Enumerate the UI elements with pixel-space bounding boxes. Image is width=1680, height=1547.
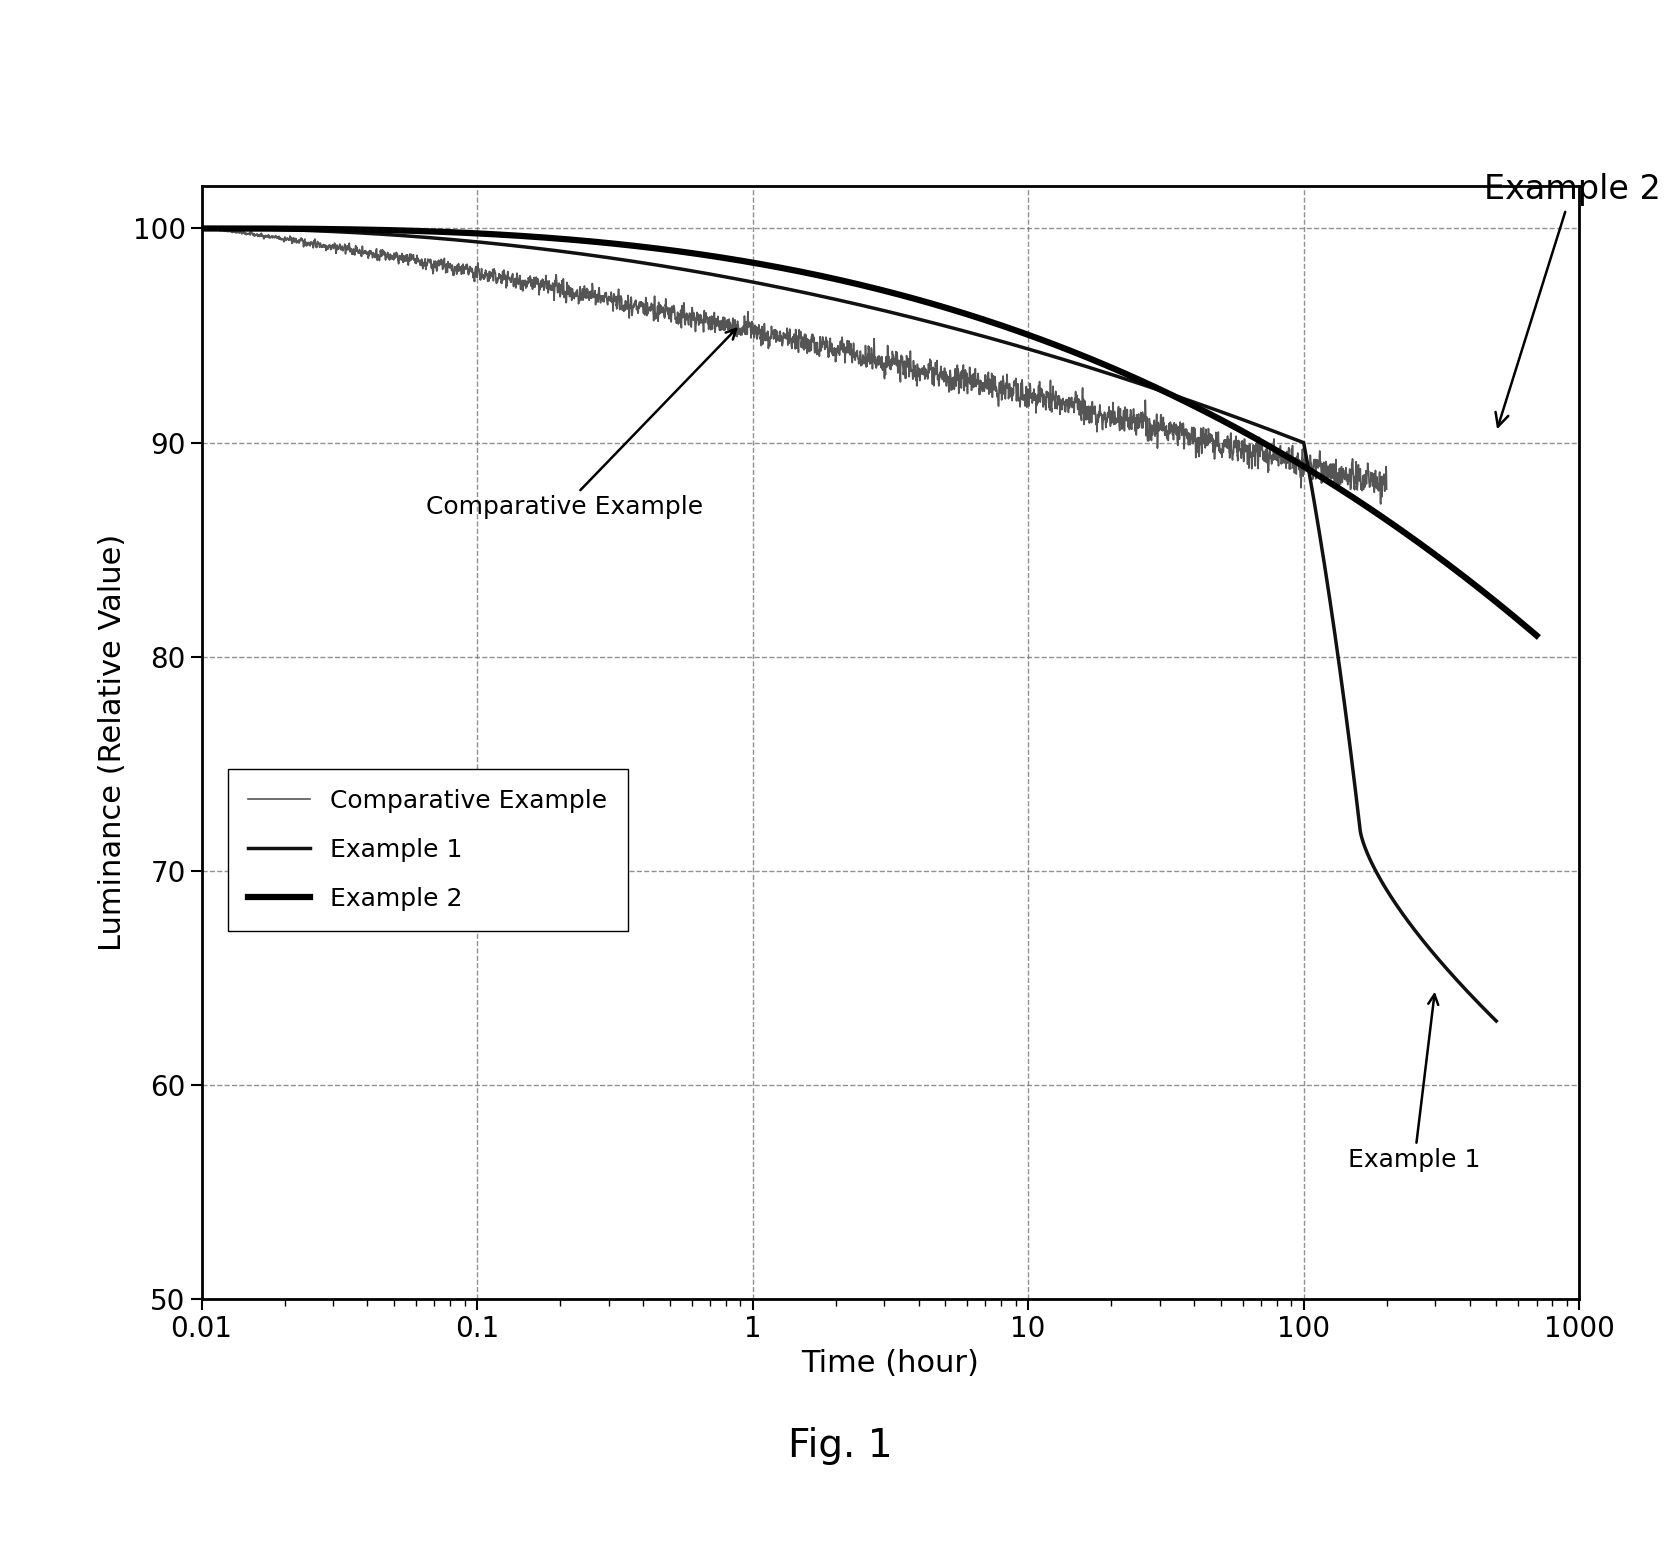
Line: Example 2: Example 2	[202, 229, 1537, 636]
Example 2	[192, 220, 212, 238]
Line: Comparative Example: Comparative Example	[202, 229, 1386, 504]
Text: Example 2: Example 2	[1483, 173, 1660, 427]
Example 2	[1500, 605, 1520, 623]
Example 1	[595, 248, 615, 266]
Example 2	[761, 257, 781, 275]
Comparative Example	[192, 220, 212, 238]
Example 2	[423, 223, 444, 241]
Example 1	[1450, 973, 1470, 992]
Example 2	[344, 220, 365, 238]
Comparative Example	[1371, 495, 1391, 514]
Example 1	[1322, 606, 1342, 625]
Example 1	[1102, 365, 1122, 384]
Comparative Example	[1376, 480, 1396, 498]
Example 1	[1304, 492, 1324, 511]
Comparative Example	[645, 288, 665, 306]
Comparative Example	[1166, 421, 1186, 439]
Legend: Comparative Example, Example 1, Example 2: Comparative Example, Example 1, Example …	[228, 769, 628, 931]
Example 1	[192, 220, 212, 238]
Comparative Example	[407, 246, 427, 265]
Text: Example 1: Example 1	[1347, 995, 1480, 1173]
Example 2	[1356, 497, 1376, 515]
X-axis label: Time (hour): Time (hour)	[801, 1349, 979, 1378]
Text: Fig. 1: Fig. 1	[788, 1428, 892, 1465]
Comparative Example	[1075, 408, 1095, 427]
Line: Example 1: Example 1	[202, 229, 1497, 1021]
Example 1	[889, 305, 909, 323]
Comparative Example	[963, 367, 983, 385]
Example 1	[1487, 1012, 1507, 1030]
Comparative Example	[902, 362, 922, 381]
Example 2	[1527, 627, 1547, 645]
Example 2	[704, 248, 724, 266]
Y-axis label: Luminance (Relative Value): Luminance (Relative Value)	[97, 534, 128, 951]
Text: Comparative Example: Comparative Example	[425, 330, 736, 518]
